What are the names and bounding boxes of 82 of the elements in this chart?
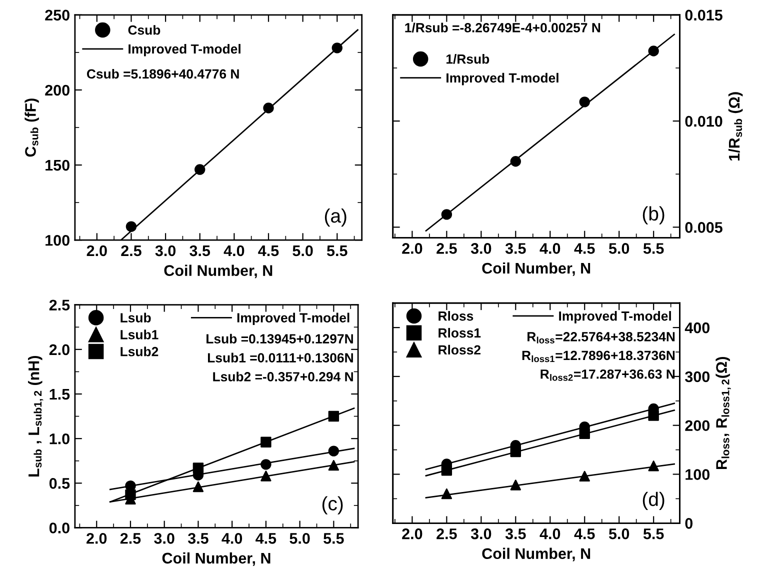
y2-tick-label: 0 [685, 518, 693, 529]
x-tick-label: 3.5 [190, 245, 210, 256]
x-tick-label: 3.0 [154, 533, 174, 544]
x-tick-label: 5.0 [608, 528, 630, 540]
y-tick-label: 1.0 [50, 433, 70, 444]
legend-label: Improved T-model [559, 311, 671, 324]
x-tick-label: 5.0 [292, 245, 313, 256]
x-tick-label: 5.5 [643, 243, 664, 254]
x-tick-label: 2.5 [120, 533, 141, 544]
x-tick-label: 4.0 [224, 245, 244, 256]
y-axis-title: L$_{sub}$ , L$_{sub1,2}$ (nH) [28, 356, 44, 476]
legend-label: Rloss2 [438, 344, 480, 355]
legend-label: 1/Rsub [446, 54, 490, 64]
legend-label: Improved T-model [237, 312, 350, 326]
x-tick-label: 4.5 [574, 243, 595, 254]
x-tick-label: 4.5 [258, 246, 279, 256]
y-tick-label: 1.5 [50, 389, 70, 400]
annotation: Lsub =0.13945+0.1297N [206, 334, 353, 344]
x-tick-label: 5.0 [608, 243, 630, 254]
annotation: R$_{loss2}$=17.287+36.63 N [540, 369, 675, 381]
x-axis-title: Coil Number, N [482, 262, 590, 276]
legend-label: Lsub [120, 312, 151, 322]
x-axis-title: Coil Number, N [162, 552, 270, 566]
x-tick-label: 3.0 [470, 528, 492, 540]
x-tick-label: 5.0 [290, 533, 310, 544]
x-tick-label: 4.5 [256, 533, 276, 544]
x-axis-title: Coil Number, N [164, 264, 272, 278]
annotation: Lsub1 =0.0111+0.1306N [208, 352, 353, 362]
y-tick-label: 150 [46, 160, 70, 171]
y-tick-label: 200 [45, 84, 70, 96]
x-tick-label: 3.0 [470, 243, 492, 254]
y2-tick-label: 400 [684, 322, 710, 334]
legend-label: Rloss1 [438, 328, 481, 338]
x-tick-label: 2.5 [436, 243, 457, 254]
x-tick-label: 2.0 [86, 245, 107, 256]
x-tick-label: 5.5 [326, 246, 348, 256]
y-tick-label: 2.5 [49, 300, 70, 311]
legend-label: Improved T-model [128, 44, 240, 56]
legend-label: Rloss [438, 311, 474, 321]
y2-tick-label: 0.010 [685, 116, 722, 127]
y-tick-label: 250 [45, 10, 70, 21]
annotation: (d) [642, 492, 664, 510]
y-tick-label: 0.5 [49, 478, 70, 489]
x-tick-label: 4.5 [574, 528, 595, 540]
x-tick-label: 2.0 [402, 243, 422, 254]
y2-tick-label: 300 [685, 371, 710, 382]
x-tick-label: 2.5 [436, 528, 457, 540]
y2-tick-label: 0.005 [685, 222, 722, 233]
x-tick-label: 2.5 [121, 245, 142, 256]
y2-tick-label: 200 [685, 420, 710, 432]
x-tick-label: 4.0 [540, 243, 560, 254]
x-axis-title: Coil Number, N [482, 548, 590, 562]
annotation: (a) [324, 208, 346, 227]
y-axis-title: C$_{sub}$ (fF) [24, 98, 39, 157]
x-tick-label: 5.5 [643, 528, 664, 540]
x-tick-label: 4.0 [540, 528, 560, 540]
x-tick-label: 3.0 [155, 245, 176, 256]
annotation: (b) [642, 206, 664, 224]
annotation: R$_{loss1}$=12.7896+18.3736N [522, 350, 675, 362]
y2-tick-label: 0.015 [685, 10, 722, 21]
x-tick-label: 2.0 [86, 533, 107, 544]
legend-label: Lsub1 [120, 330, 158, 340]
x-tick-label: 2.0 [402, 528, 422, 540]
x-tick-label: 3.5 [505, 243, 526, 254]
annotation: Lsub2 =-0.357+0.294 N [213, 372, 353, 382]
y2-axis-title: R$_{loss}$, R$_{loss1,2}$(Ω) [716, 356, 731, 470]
legend-label: Csub [128, 25, 160, 35]
legend-label: Improved T-model [446, 72, 558, 86]
y-tick-label: 2.0 [49, 344, 70, 356]
y2-axis-title: 1/R$_{sub}$ (Ω) [728, 92, 743, 160]
x-tick-label: 3.5 [188, 533, 208, 544]
annotation: 1/Rsub =-8.26749E-4+0.00257 N [405, 22, 600, 33]
annotation: (c) [322, 496, 343, 514]
annotation: Csub =5.1896+40.4776 N [86, 68, 239, 79]
legend-label: Lsub2 [120, 346, 158, 356]
y2-tick-label: 100 [686, 469, 710, 480]
y-tick-label: 100 [46, 234, 70, 246]
annotation: R$_{loss}$=22.5764+38.5234N [528, 332, 675, 344]
y-tick-label: 0.0 [49, 522, 70, 534]
x-tick-label: 3.5 [505, 528, 526, 540]
x-tick-label: 4.0 [222, 533, 242, 544]
x-tick-label: 5.5 [324, 533, 344, 544]
